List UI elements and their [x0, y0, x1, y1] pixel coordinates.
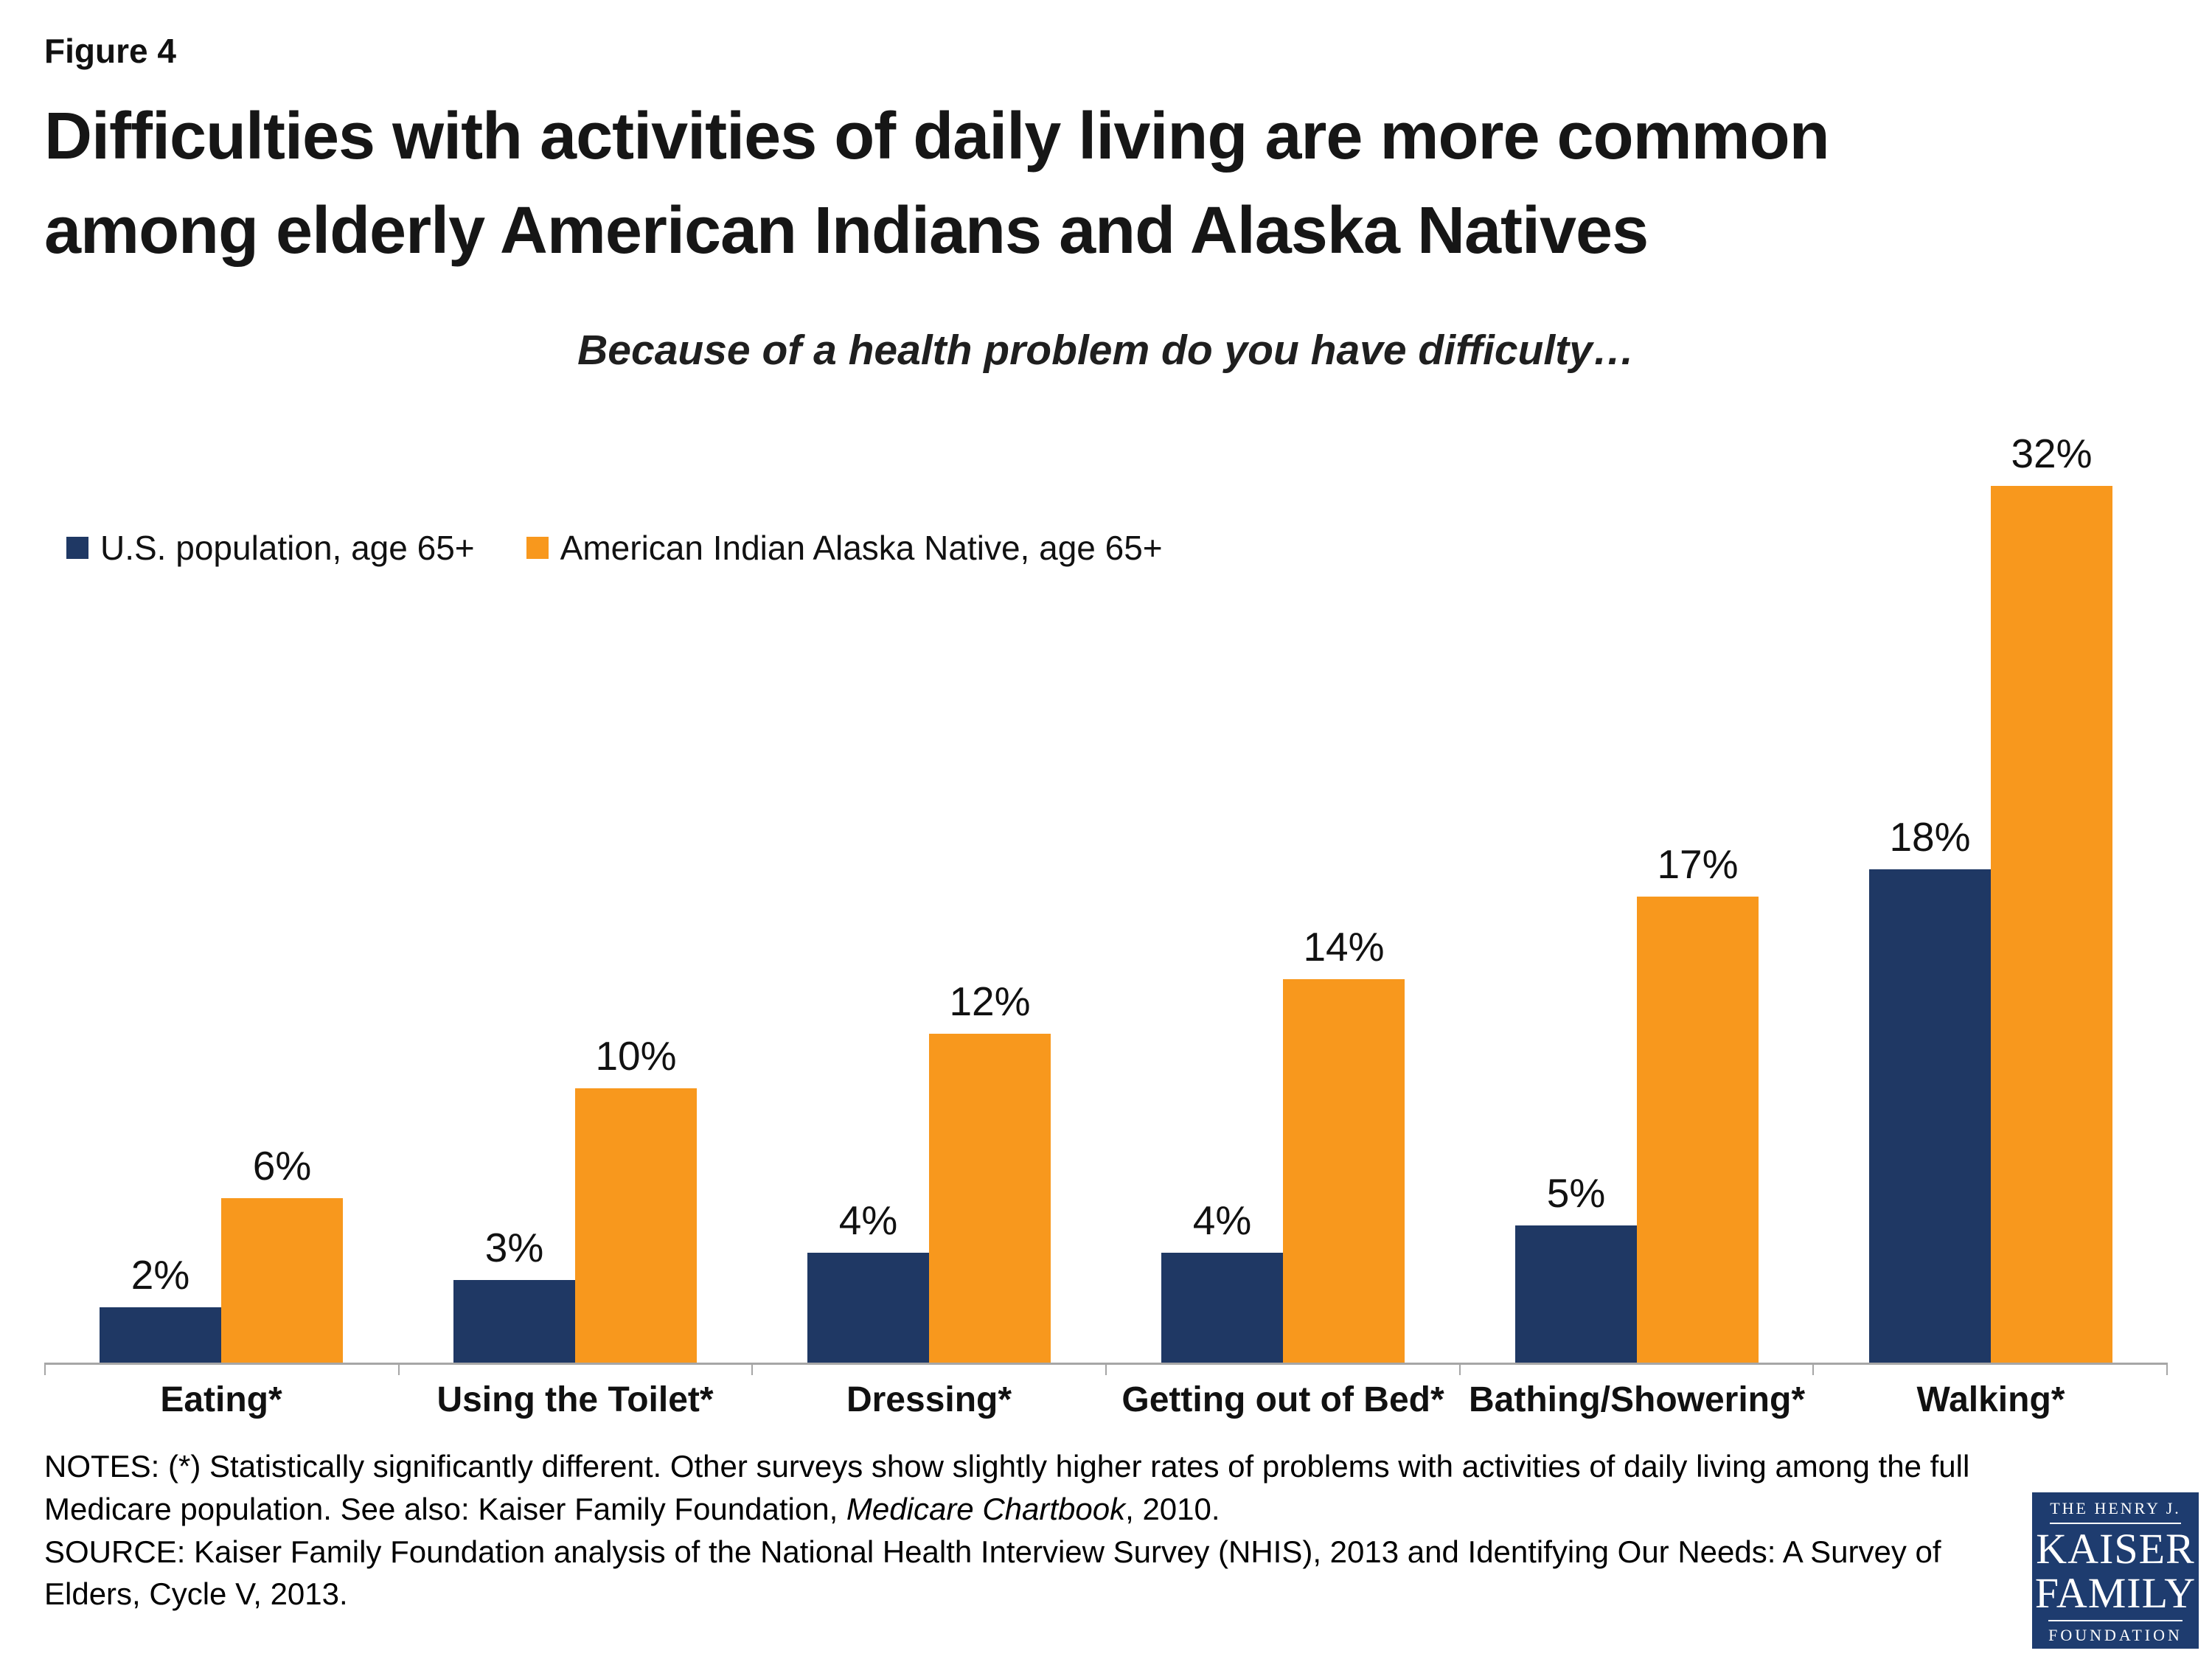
legend-label-us: U.S. population, age 65+ — [100, 528, 475, 567]
bar-aian — [929, 1033, 1051, 1363]
bar-group: 4% 12% — [752, 404, 1106, 1363]
bar-column-aian: 32% — [1991, 404, 2112, 1363]
category-label: Getting out of Bed* — [1121, 1380, 1444, 1419]
bar-column-us: 4% — [807, 404, 929, 1363]
plot-area: 2% 6% 3% 10% 4% 12% 4% 14% 5% 17% 18% 32% — [44, 404, 2168, 1363]
bar-column-aian: 6% — [221, 404, 343, 1363]
axis-tick — [1105, 1364, 1459, 1375]
bar-column-aian: 17% — [1637, 404, 1759, 1363]
bar-aian — [221, 1197, 343, 1363]
category-label: Dressing* — [846, 1380, 1012, 1419]
bar-value-label: 17% — [1657, 841, 1739, 888]
logo-foundation-text: FOUNDATION — [2048, 1620, 2183, 1645]
notes-text-end: , 2010. — [1125, 1491, 1220, 1526]
bar-value-label: 4% — [838, 1197, 898, 1244]
bar-value-label: 12% — [949, 978, 1031, 1024]
bar-column-us: 18% — [1869, 404, 1991, 1363]
category-label: Eating* — [160, 1380, 282, 1419]
bar-value-label: 18% — [1889, 814, 1971, 860]
category-labels: Eating* Using the Toilet* Dressing* Getting… — [44, 1380, 2168, 1420]
category-label: Using the Toilet* — [437, 1380, 714, 1419]
bar-column-us: 5% — [1515, 404, 1637, 1363]
axis-tick — [397, 1364, 752, 1375]
notes: NOTES: (*) Statistically significantly d… — [44, 1445, 1991, 1616]
axis-tick — [751, 1364, 1105, 1375]
bar-value-label: 4% — [1192, 1197, 1252, 1244]
bar-us — [1161, 1253, 1283, 1363]
bar-value-label: 14% — [1303, 923, 1385, 970]
axis-ticks — [44, 1362, 2168, 1375]
bar-value-label: 32% — [2011, 431, 2093, 477]
bar-us — [807, 1253, 929, 1363]
bar-value-label: 5% — [1546, 1169, 1606, 1216]
bar-us — [453, 1280, 575, 1363]
legend-swatch-aian — [526, 536, 549, 559]
bar-aian — [1283, 978, 1405, 1363]
chart-title: Difficulties with activities of daily li… — [44, 90, 2168, 279]
bar-group: 5% 17% — [1460, 404, 1814, 1363]
logo-kaiser-text: KAISER — [2036, 1524, 2195, 1573]
bar-column-us: 2% — [100, 404, 221, 1363]
title-line-1: Difficulties with activities of daily li… — [44, 100, 1830, 173]
bar-column-aian: 12% — [929, 404, 1051, 1363]
figure-label: Figure 4 — [44, 32, 176, 70]
bar-aian — [1637, 897, 1759, 1363]
logo-top-text: THE HENRY J. — [2050, 1499, 2181, 1524]
bar-aian — [1991, 486, 2112, 1363]
legend: U.S. population, age 65+ American Indian… — [66, 528, 1163, 568]
bar-group: 18% 32% — [1814, 404, 2168, 1363]
axis-tick — [1812, 1364, 2166, 1375]
source-line: SOURCE: Kaiser Family Foundation analysi… — [44, 1534, 1941, 1612]
title-line-2: among elderly American Indians and Alask… — [44, 193, 1649, 268]
bar-aian — [575, 1088, 697, 1363]
bar-group: 3% 10% — [398, 404, 752, 1363]
legend-item-us: U.S. population, age 65+ — [66, 528, 475, 568]
notes-line: NOTES: (*) Statistically significantly d… — [44, 1445, 1991, 1531]
legend-label-aian: American Indian Alaska Native, age 65+ — [560, 528, 1163, 567]
bar-value-label: 2% — [131, 1252, 190, 1298]
bar-value-label: 10% — [595, 1033, 677, 1079]
bar-column-us: 4% — [1161, 404, 1283, 1363]
bar-column-aian: 14% — [1283, 404, 1405, 1363]
bar-value-label: 3% — [484, 1225, 544, 1271]
bar-chart: U.S. population, age 65+ American Indian… — [44, 404, 2168, 1420]
notes-text: NOTES: (*) Statistically significantly d… — [44, 1448, 1970, 1526]
bar-us — [1869, 869, 1991, 1363]
bar-us — [100, 1307, 221, 1363]
bar-column-aian: 10% — [575, 404, 697, 1363]
category-label: Bathing/Showering* — [1469, 1380, 1805, 1419]
legend-swatch-us — [66, 536, 88, 559]
legend-item-aian: American Indian Alaska Native, age 65+ — [526, 528, 1163, 568]
bar-group: 2% 6% — [44, 404, 398, 1363]
kff-logo: THE HENRY J. KAISER FAMILY FOUNDATION — [2032, 1492, 2199, 1649]
bar-column-us: 3% — [453, 404, 575, 1363]
axis-tick — [1458, 1364, 1813, 1375]
bar-us — [1515, 1225, 1637, 1363]
bar-value-label: 6% — [252, 1142, 312, 1189]
logo-family-text: FAMILY — [2034, 1569, 2197, 1617]
axis-tick — [44, 1364, 398, 1375]
notes-italic-title: Medicare Chartbook — [846, 1491, 1126, 1526]
bar-group: 4% 14% — [1106, 404, 1460, 1363]
category-label: Walking* — [1916, 1380, 2065, 1419]
chart-subtitle: Because of a health problem do you have … — [577, 326, 1635, 374]
